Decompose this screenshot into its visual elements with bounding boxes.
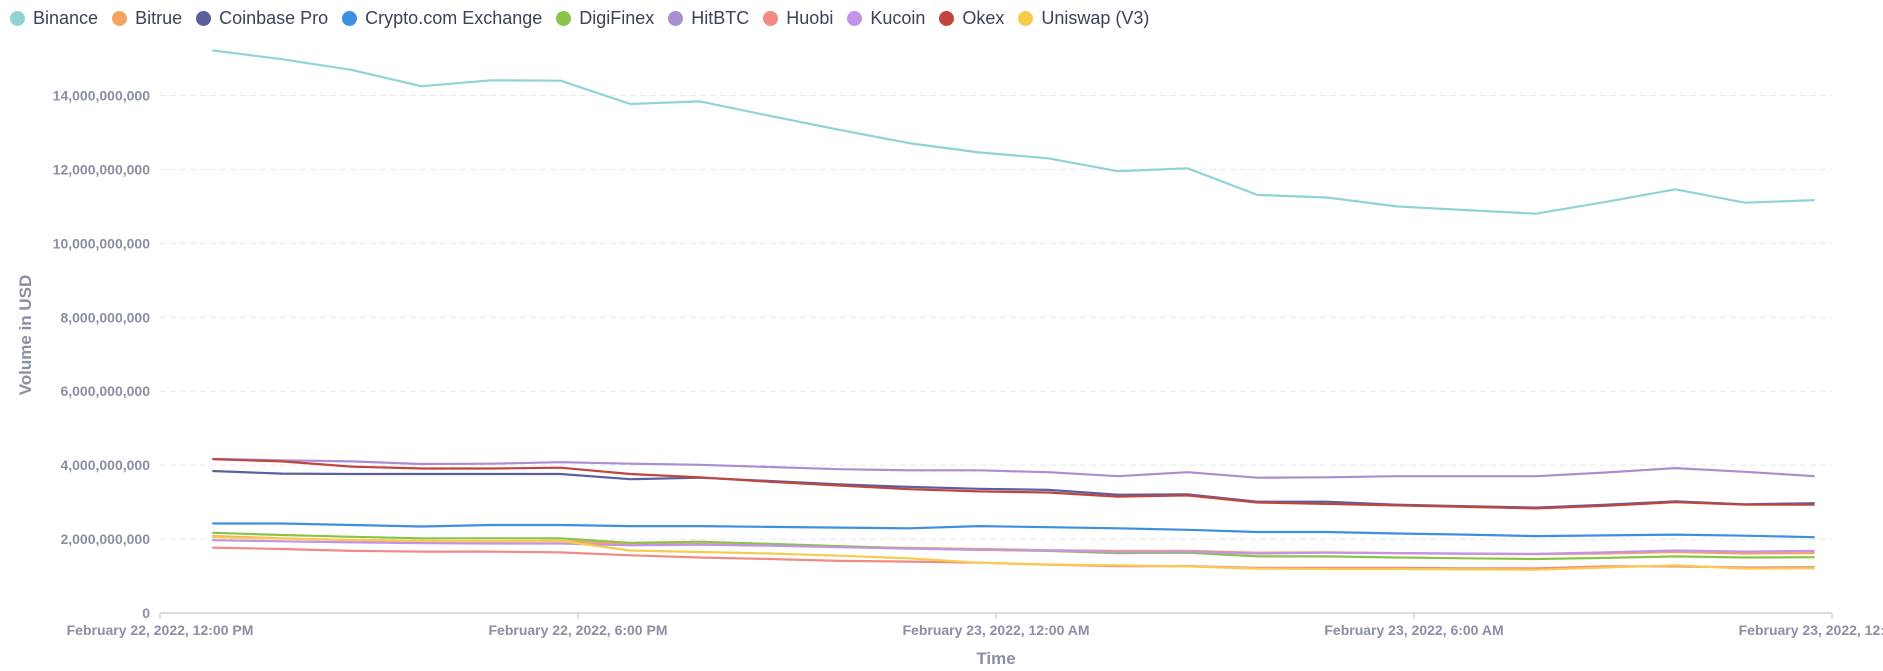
- y-tick-label: 4,000,000,000: [60, 457, 150, 473]
- x-tick-label: February 22, 2022, 12:00 PM: [67, 622, 254, 638]
- grid-lines: [160, 95, 1832, 539]
- series-line-okex[interactable]: [212, 459, 1814, 508]
- series-line-crypto-com-exchange[interactable]: [212, 524, 1814, 538]
- axes: 0 2,000,000,000 4,000,000,000 6,000,000,000…: [53, 87, 1883, 638]
- x-tick-label: February 23, 2022, 12:00 PM: [1739, 622, 1883, 638]
- y-tick-label: 10,000,000,000: [53, 235, 151, 251]
- series-line-binance[interactable]: [212, 50, 1814, 213]
- y-tick-label: 8,000,000,000: [60, 309, 150, 325]
- y-tick-label: 2,000,000,000: [60, 531, 150, 547]
- y-tick-label: 12,000,000,000: [53, 161, 151, 177]
- x-axis-title: Time: [976, 649, 1015, 668]
- y-tick-label: 14,000,000,000: [53, 87, 151, 103]
- y-axis-title: Volume in USD: [16, 275, 35, 396]
- y-tick-label: 6,000,000,000: [60, 383, 150, 399]
- y-tick-label: 0: [142, 605, 150, 621]
- x-tick-label: February 23, 2022, 6:00 AM: [1324, 622, 1503, 638]
- x-tick-label: February 23, 2022, 12:00 AM: [902, 622, 1089, 638]
- x-tick-label: February 22, 2022, 6:00 PM: [489, 622, 668, 638]
- series-line-coinbase-pro[interactable]: [212, 471, 1814, 508]
- series-lines: [212, 50, 1814, 569]
